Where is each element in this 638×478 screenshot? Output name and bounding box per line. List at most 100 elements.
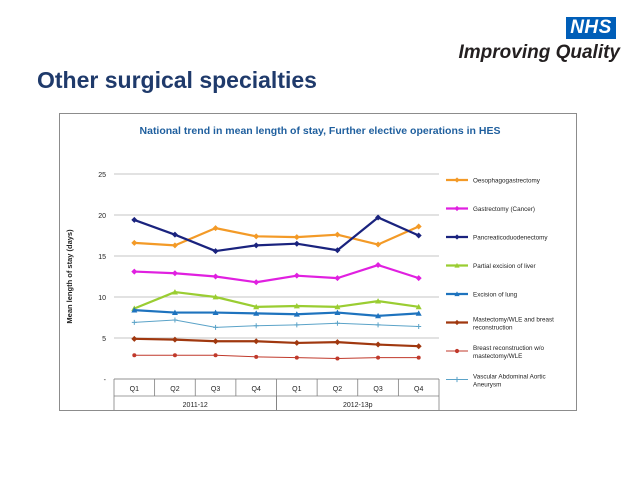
data-point <box>132 353 137 358</box>
legend-label: Oesophagogastrectomy <box>473 178 541 185</box>
data-point <box>212 273 219 280</box>
legend-marker <box>454 348 460 354</box>
legend-label: Excision of lung <box>473 292 518 299</box>
legend-label: Partial excision of liver <box>473 263 536 270</box>
data-point <box>253 303 260 310</box>
legend-marker <box>454 291 460 297</box>
series-line <box>134 354 419 359</box>
data-point <box>294 322 300 328</box>
data-point <box>131 335 138 342</box>
legend-label: Breast reconstruction w/o mastectomy/WLE <box>473 345 545 360</box>
data-point <box>375 322 381 328</box>
data-point <box>212 309 219 315</box>
legend-label: Mastectomy/WLE and breast reconstruction <box>473 317 554 332</box>
y-tick-label: 20 <box>98 213 106 220</box>
series-line <box>134 337 419 348</box>
data-point <box>415 343 422 350</box>
data-point <box>416 355 421 360</box>
legend-label: Gastrectomy (Cancer) <box>473 206 535 213</box>
data-point <box>415 310 422 316</box>
data-point <box>213 324 219 330</box>
y-tick-label: 15 <box>98 254 106 261</box>
brand-tagline: Improving Quality <box>458 42 620 63</box>
data-point <box>253 310 260 316</box>
data-point <box>293 311 300 317</box>
series-line <box>134 319 419 328</box>
data-point <box>171 309 178 315</box>
year-group-label: 2011-12 <box>183 402 208 409</box>
data-point <box>172 317 178 323</box>
data-point <box>415 303 422 310</box>
data-point <box>335 356 340 361</box>
x-tick-label: Q2 <box>170 386 179 393</box>
data-point <box>415 232 422 239</box>
legend-marker <box>454 205 460 212</box>
data-point <box>212 294 219 300</box>
slide-title: Other surgical specialties <box>37 67 317 93</box>
data-point <box>334 309 341 315</box>
data-point <box>253 233 260 240</box>
legend-marker <box>454 177 460 183</box>
series-line <box>134 263 420 284</box>
data-point <box>131 307 138 313</box>
y-tick-label: 5 <box>102 336 106 343</box>
legend-marker <box>454 319 460 326</box>
data-point <box>253 279 260 286</box>
x-tick-label: Q4 <box>414 386 423 393</box>
data-point <box>212 225 219 232</box>
data-point <box>334 339 341 346</box>
data-point <box>375 262 382 269</box>
data-point <box>334 247 341 254</box>
data-point <box>293 303 300 309</box>
data-point <box>375 241 382 248</box>
data-point <box>375 312 382 319</box>
data-point <box>212 338 219 345</box>
x-tick-label: Q3 <box>373 386 382 393</box>
data-point <box>334 275 341 282</box>
series-line <box>134 225 420 247</box>
data-point <box>376 355 381 360</box>
legend-marker <box>454 234 460 240</box>
legend-label: Vascular Abdominal Aortic Aneurysm <box>473 374 546 389</box>
data-point <box>293 234 300 241</box>
x-tick-label: Q4 <box>252 386 261 393</box>
data-point <box>171 242 178 249</box>
data-point <box>415 275 422 282</box>
y-tick-label: 25 <box>98 172 106 179</box>
series-line <box>133 216 420 253</box>
x-tick-label: Q1 <box>130 386 139 393</box>
legend-marker <box>454 376 460 383</box>
legend-label: Pancreaticoduodenectomy <box>473 235 548 242</box>
y-axis-label: Mean length of stay (days) <box>65 229 74 324</box>
y-tick-label: - <box>104 377 107 384</box>
data-point <box>375 298 382 304</box>
legend-marker <box>454 262 460 268</box>
data-point <box>213 353 218 358</box>
y-tick-label: 10 <box>98 295 106 302</box>
data-point <box>334 231 341 238</box>
data-point <box>131 216 138 223</box>
series-line <box>134 309 419 317</box>
data-point <box>171 336 178 343</box>
data-point <box>253 242 260 249</box>
data-point <box>253 338 260 345</box>
data-point <box>131 239 138 246</box>
data-point <box>334 303 341 310</box>
x-tick-label: Q2 <box>333 386 342 393</box>
data-point <box>171 270 178 277</box>
data-point <box>212 248 219 255</box>
chart-title: National trend in mean length of stay, F… <box>140 125 501 137</box>
x-tick-label: Q1 <box>292 386 301 393</box>
data-point <box>172 353 177 358</box>
data-point <box>171 231 178 238</box>
data-point <box>253 323 259 329</box>
data-point <box>293 339 300 346</box>
year-group-label: 2012-13p <box>343 402 373 409</box>
data-point <box>131 319 137 325</box>
chart-frame: National trend in mean length of stay, F… <box>59 113 577 411</box>
data-point <box>293 272 300 279</box>
nhs-logo: NHS <box>566 17 616 39</box>
series-line <box>133 290 419 310</box>
data-point <box>375 214 382 221</box>
data-point <box>254 354 259 359</box>
